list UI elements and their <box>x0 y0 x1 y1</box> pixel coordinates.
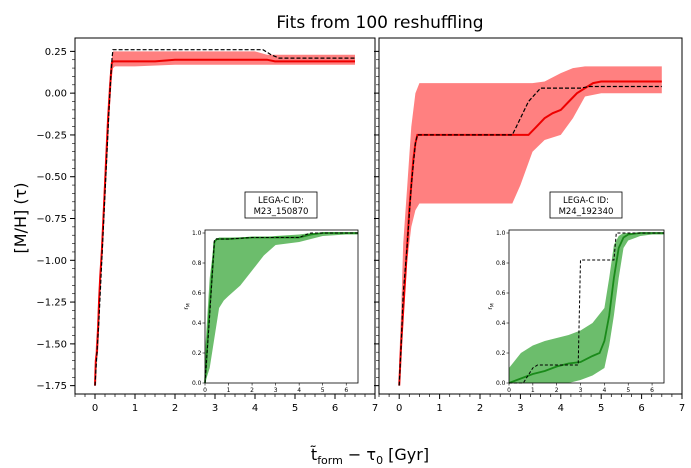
right-inset-x-tick-label: 0 <box>507 387 511 394</box>
left-inset-x-tick-label: 6 <box>344 387 348 394</box>
right-inset-band <box>509 233 664 383</box>
y-axis-label: [M/H] (τ) <box>11 183 30 254</box>
right-uncertainty-band <box>399 66 662 386</box>
left-inset-y-label-sub: M <box>186 303 192 307</box>
left-x-tick-label: 4 <box>252 403 258 414</box>
left-inset-y-label: rM <box>183 303 192 309</box>
right-id-title: LEGA-C ID: <box>563 196 609 206</box>
left-inset-x-tick-label: 3 <box>274 387 278 394</box>
left-y-tick-label: −1.00 <box>36 256 67 267</box>
right-inset-x-tick-label: 6 <box>650 387 654 394</box>
left-x-tick-label: 5 <box>292 403 298 414</box>
left-inset-y-tick-label: 0.2 <box>192 350 202 357</box>
left-inset-y-label-main: r <box>183 307 190 310</box>
left-id-title: LEGA-C ID: <box>258 196 304 206</box>
left-true-dashed-line <box>94 49 355 386</box>
left-inset-y-tick-label: 1.0 <box>192 230 202 237</box>
left-inset-x-tick-label: 4 <box>297 387 301 394</box>
left-y-tick-label: −1.25 <box>36 298 67 309</box>
right-inset-y-label: rM <box>487 303 496 309</box>
right-id-value: M24_192340 <box>559 207 614 217</box>
right-inset-y-tick-label: 0.4 <box>496 320 506 327</box>
left-y-tick-label: −1.75 <box>36 381 67 392</box>
left-x-tick-label: 1 <box>132 403 138 414</box>
left-y-tick-label: −1.50 <box>36 339 67 350</box>
left-x-tick-label: 2 <box>172 403 178 414</box>
left-inset-y-tick-label: 0.4 <box>192 320 202 327</box>
left-inset-x-tick-label: 5 <box>321 387 325 394</box>
left-id-box <box>244 191 318 219</box>
right-inset-x-tick-label: 5 <box>626 387 630 394</box>
left-id-value: M23_150870 <box>254 207 309 217</box>
right-inset-frame <box>508 229 665 384</box>
left-x-tick-label: 7 <box>372 403 378 414</box>
left-inset-x-tick-label: 0 <box>203 387 207 394</box>
left-y-tick-label: −0.25 <box>36 130 67 141</box>
right-inset-x-tick-label: 4 <box>602 387 606 394</box>
right-inset-x-tick-label: 3 <box>579 387 583 394</box>
right-true-dashed-line <box>398 85 662 386</box>
left-x-tick-label: 0 <box>92 403 98 414</box>
right-inset-y-label-sub: M <box>490 303 496 307</box>
right-inset-y-tick-label: 0.0 <box>496 380 506 387</box>
left-y-tick-label: 0.00 <box>45 89 67 100</box>
right-inset-y-tick-label: 1.0 <box>496 230 506 237</box>
panel-right: 0 1 2 3 4 5 6 7 0 1 2 3 4 5 6 0.0 0.2 0.4 0.6 0.8 1.0 rM LEGA-… <box>374 37 685 414</box>
left-x-tick-label: 3 <box>212 403 218 414</box>
right-x-tick-label: 7 <box>679 403 685 414</box>
left-inset-band <box>205 233 358 383</box>
left-inset-x-tick-label: 2 <box>250 387 254 394</box>
right-inset-y-tick-label: 0.6 <box>496 290 506 297</box>
left-y-tick-label: 0.25 <box>45 47 67 58</box>
x-label-sub-form: form <box>317 454 343 467</box>
right-inset-x-tick-label: 2 <box>555 387 559 394</box>
right-inset-median-line <box>508 232 664 384</box>
right-x-tick-label: 3 <box>517 403 523 414</box>
x-label-sub-zero: 0 <box>376 454 383 467</box>
panel-left: 0 1 2 3 4 5 6 7 −1.75 −1.50 −1.25 −1.00 −0.75 −0.50 −0… <box>36 37 378 414</box>
right-id-box <box>549 191 623 219</box>
x-label-mid: − τ <box>343 445 376 464</box>
x-axis-label: t̃form − τ0 [Gyr] <box>310 445 429 467</box>
left-inset-x-tick-label: 1 <box>227 387 231 394</box>
left-inset-frame <box>204 229 359 384</box>
right-x-tick-label: 2 <box>477 403 483 414</box>
left-y-tick-label: −0.75 <box>36 214 67 225</box>
figure-title: Fits from 100 reshuffling <box>276 13 483 33</box>
right-x-tick-label: 1 <box>436 403 442 414</box>
right-inset-y-tick-label: 0.8 <box>496 260 506 267</box>
left-inset-y-tick-label: 0.0 <box>192 380 202 387</box>
right-x-tick-label: 5 <box>598 403 604 414</box>
right-inset-y-tick-label: 0.2 <box>496 350 506 357</box>
x-label-main: t̃ <box>310 445 317 464</box>
left-inset-dashed-line <box>204 232 358 384</box>
left-inset-y-tick-label: 0.6 <box>192 290 202 297</box>
left-x-tick-label: 6 <box>332 403 338 414</box>
right-x-tick-label: 0 <box>396 403 402 414</box>
right-x-tick-label: 6 <box>638 403 644 414</box>
right-inset-x-tick-label: 1 <box>531 387 535 394</box>
right-x-tick-label: 4 <box>558 403 564 414</box>
x-label-end: [Gyr] <box>383 445 429 464</box>
left-inset-y-tick-label: 0.8 <box>192 260 202 267</box>
right-inset-dashed-line <box>509 232 664 384</box>
right-inset-y-label-main: r <box>487 307 494 310</box>
left-y-tick-label: −0.50 <box>36 172 67 183</box>
